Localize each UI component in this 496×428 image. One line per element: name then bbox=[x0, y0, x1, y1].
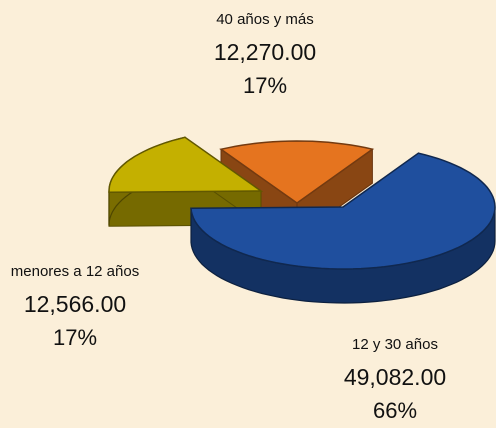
slice-value: 49,082.00 bbox=[344, 364, 446, 390]
slice-top bbox=[108, 136, 264, 194]
slice-value: 12,566.00 bbox=[24, 291, 126, 317]
slice-percent: 17% bbox=[243, 73, 287, 98]
slice-value: 12,270.00 bbox=[214, 39, 316, 65]
slice-top bbox=[190, 152, 496, 270]
slice-label: 40 años y más bbox=[216, 11, 314, 28]
slice-label: 12 y 30 años bbox=[352, 336, 438, 353]
pie-slice bbox=[190, 152, 496, 304]
slice-label: menores a 12 años bbox=[11, 263, 139, 280]
pie-slice bbox=[108, 136, 264, 227]
slice-percent: 17% bbox=[53, 325, 97, 350]
slice-percent: 66% bbox=[373, 398, 417, 423]
slice-top bbox=[219, 140, 375, 204]
